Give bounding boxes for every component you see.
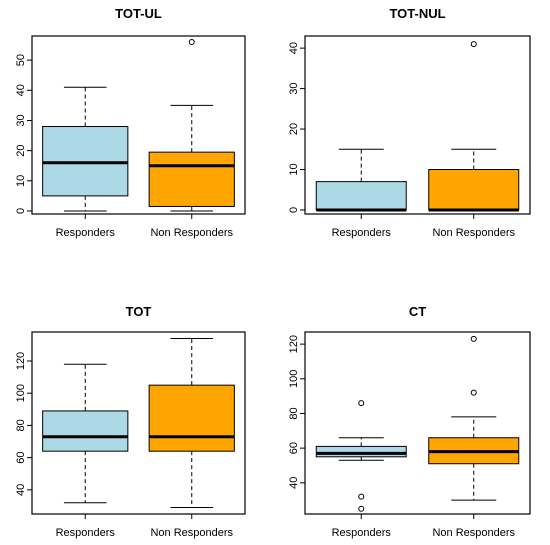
x-tick-label: Non Responders (432, 227, 515, 239)
y-tick-label: 40 (15, 84, 27, 96)
y-tick-label: 60 (15, 452, 27, 464)
outlier-point (470, 335, 477, 342)
y-tick-label: 40 (15, 484, 27, 496)
x-tick-label: Non Responders (150, 527, 233, 539)
y-tick-label: 30 (288, 82, 300, 94)
plot-frame (304, 331, 531, 515)
box-0 (42, 410, 129, 452)
x-tick-label: Responders (56, 227, 116, 239)
chart-panel-0: TOT-UL 0 10 20 30 40 50 Responders Non Responder… (15, 6, 246, 239)
y-tick-label: 80 (288, 407, 300, 419)
x-tick-label: Responders (332, 527, 392, 539)
box-0 (315, 181, 407, 211)
y-tick-label: 20 (288, 123, 300, 135)
chart-panel-2: TOT 40 60 80 100 120 Responders Non Responders (15, 304, 246, 539)
chart-title: CT (409, 304, 426, 319)
plot-frame (304, 35, 531, 215)
box-1 (428, 169, 520, 211)
y-tick-label: 20 (15, 145, 27, 157)
y-tick-label: 0 (288, 207, 300, 213)
plot-frame (31, 331, 246, 515)
x-tick-label: Non Responders (150, 227, 233, 239)
outlier-point (470, 41, 477, 48)
x-tick-label: Non Responders (432, 527, 515, 539)
y-tick-label: 40 (288, 477, 300, 489)
x-tick-label: Responders (332, 227, 392, 239)
y-tick-label: 100 (288, 370, 300, 388)
chart-panel-1: TOT-NUL 0 10 20 30 40 Responders Non Responders (288, 6, 531, 239)
outlier-point (188, 39, 195, 46)
box-0 (315, 445, 407, 458)
y-tick-label: 120 (15, 352, 27, 370)
y-tick-label: 10 (15, 175, 27, 187)
y-tick-label: 10 (288, 163, 300, 175)
y-tick-label: 50 (15, 54, 27, 66)
chart-title: TOT-NUL (389, 6, 445, 21)
outlier-point (358, 493, 365, 500)
x-tick-label: Responders (56, 527, 116, 539)
y-tick-label: 120 (288, 335, 300, 353)
box-1 (148, 151, 235, 207)
box-0 (42, 126, 129, 197)
chart-title: TOT (126, 304, 152, 319)
y-tick-label: 60 (288, 442, 300, 454)
outlier-point (358, 400, 365, 407)
outlier-point (470, 389, 477, 396)
y-tick-label: 30 (15, 114, 27, 126)
box-1 (148, 384, 235, 452)
chart-panel-3: CT 40 60 80 100 120 Responders Non Responders (288, 304, 531, 539)
y-tick-label: 100 (15, 384, 27, 402)
outlier-point (358, 505, 365, 512)
plot-frame (31, 35, 246, 215)
y-tick-label: 80 (15, 419, 27, 431)
y-tick-label: 40 (288, 42, 300, 54)
chart-title: TOT-UL (115, 6, 162, 21)
y-tick-label: 0 (15, 208, 27, 214)
